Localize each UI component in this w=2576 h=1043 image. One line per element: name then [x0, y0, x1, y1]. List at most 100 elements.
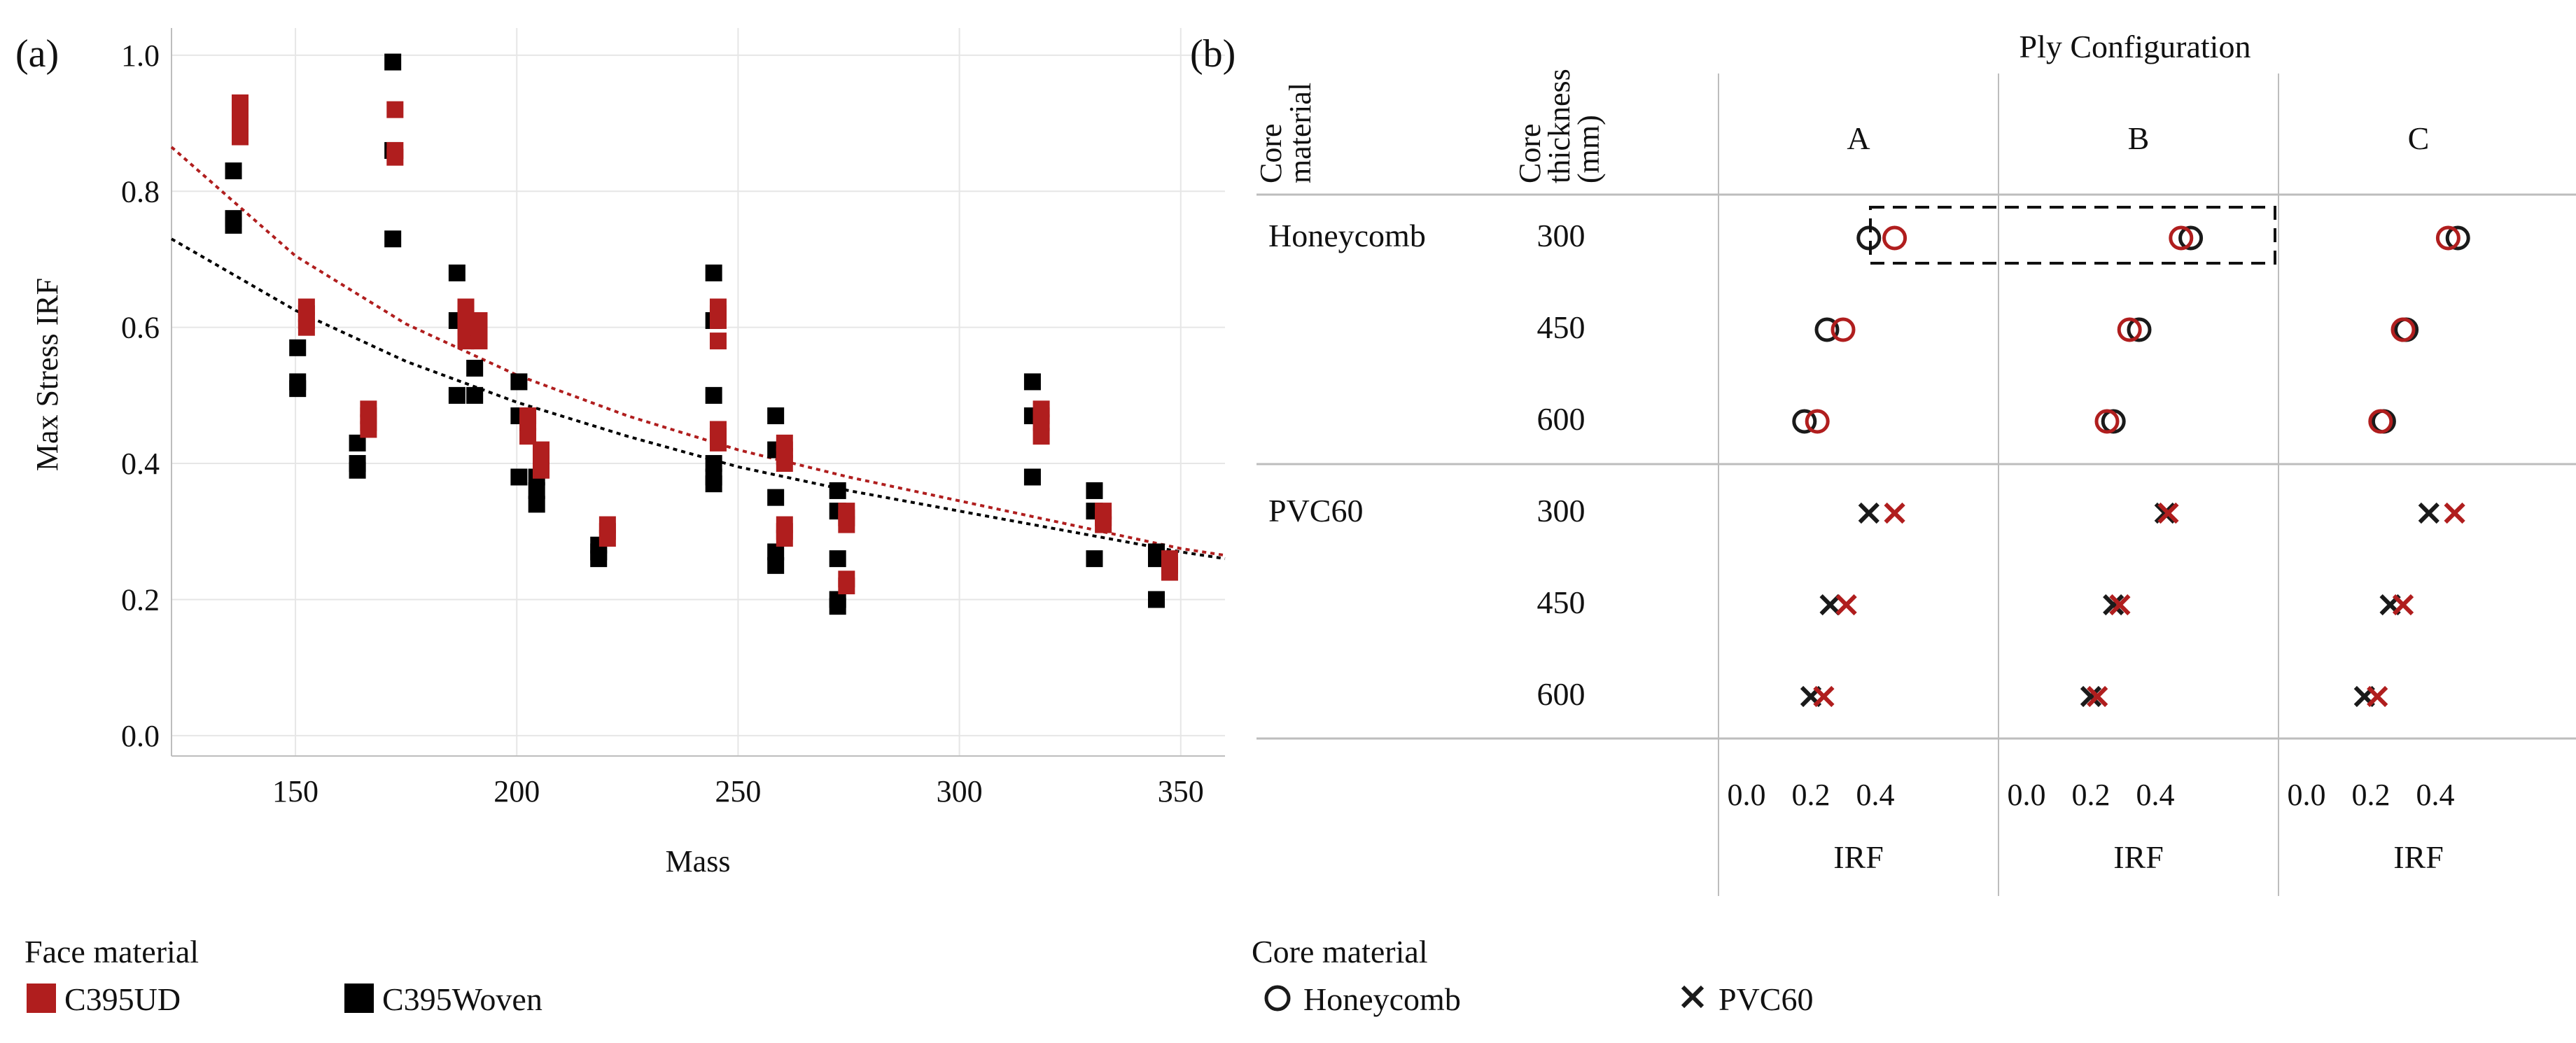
irf-tick-label: 0.4: [1856, 778, 1895, 812]
irf-point-c395ud: [2157, 502, 2179, 524]
data-point-c395woven: [829, 482, 846, 499]
irf-point-c395ud: [2435, 225, 2460, 251]
column-header-a: A: [1847, 120, 1870, 156]
column-header-b: B: [2128, 120, 2150, 156]
data-point-c395woven: [510, 373, 528, 391]
data-point-c395woven: [289, 339, 307, 356]
data-point-c395woven: [829, 550, 846, 568]
x-tick-label: 350: [1158, 774, 1204, 808]
thickness-label: 600: [1537, 401, 1586, 437]
trend-lines: [170, 146, 1226, 561]
y-tick-labels: 0.0 0.2 0.4 0.6 0.8 1.0: [121, 38, 160, 753]
irf-axis-labels: IRF IRF IRF: [1833, 839, 2444, 875]
data-point-c395ud: [709, 298, 727, 316]
data-point-c395woven: [1086, 550, 1103, 568]
irf-point-c395woven: [2178, 225, 2204, 251]
legend-core-title: Core material: [1252, 934, 1428, 969]
irf-axis-label: IRF: [2393, 839, 2444, 875]
irf-tick-labels: 0.0 0.2 0.4 0.0 0.2 0.4 0.0 0.2 0.4: [1728, 778, 2455, 812]
data-point-c395woven: [1023, 468, 1041, 486]
data-point-c395woven: [1147, 591, 1165, 608]
x-tick-label: 150: [272, 774, 318, 808]
legend-label-c395ud: C395UD: [64, 981, 181, 1017]
legend-label-c395woven: C395Woven: [382, 981, 542, 1017]
legend-face-material: Face material C395UD C395Woven: [24, 934, 542, 1017]
irf-point-c395ud: [2094, 409, 2120, 434]
data-point-c395ud: [776, 516, 793, 533]
data-point-c395woven: [767, 407, 785, 425]
data-point-c395ud: [519, 407, 537, 425]
legend-face-title: Face material: [24, 934, 199, 969]
irf-point-c395woven: [2127, 317, 2152, 342]
y-tick-label: 0.4: [121, 447, 160, 481]
irf-point-c395ud: [1884, 502, 1905, 524]
irf-point-c395ud: [2390, 317, 2416, 342]
data-point-c395ud: [386, 141, 404, 159]
data-point-c395ud: [838, 570, 855, 588]
irf-tick-label: 0.4: [2136, 778, 2175, 812]
data-point-c395ud: [360, 400, 377, 418]
data-point-c395woven: [705, 455, 722, 472]
data-point-c395ud: [1032, 400, 1050, 418]
y-tick-label: 0.2: [121, 582, 160, 617]
data-point-c395woven: [705, 386, 722, 404]
irf-point-c395ud: [2169, 225, 2194, 251]
table-gridlines: [1256, 74, 2576, 896]
data-point-c395woven: [466, 386, 484, 404]
irf-point-c395woven: [2154, 502, 2176, 524]
data-point-c395woven: [225, 162, 242, 180]
irf-point-c395ud: [2367, 685, 2388, 708]
irf-tick-label: 0.0: [2288, 778, 2326, 812]
panel-b-chart: (b) Ply Configuration Core material Core…: [1190, 29, 2576, 896]
data-point-c395ud: [470, 312, 488, 329]
data-point-c395ud: [709, 332, 727, 350]
x-tick-label: 200: [493, 774, 540, 808]
column-header-c: C: [2408, 120, 2430, 156]
x-tick-labels: 150 200 250 300 350: [272, 774, 1204, 808]
data-point-c395ud: [838, 503, 855, 520]
irf-data-points: [1792, 225, 2470, 708]
trend-line-c395woven: [171, 237, 1226, 561]
legend-core-material: Core material Honeycomb PVC60: [1252, 934, 1813, 1017]
data-point-c395woven: [384, 53, 402, 71]
trend-line-c395ud: [170, 146, 1226, 557]
irf-point-c395ud: [2444, 502, 2465, 524]
irf-tick-label: 0.0: [1728, 778, 1766, 812]
irf-tick-label: 0.0: [2008, 778, 2046, 812]
row-group-pvc60: PVC60: [1268, 493, 1363, 528]
irf-tick-label: 0.2: [2352, 778, 2390, 812]
data-point-c395woven: [1086, 482, 1103, 499]
legend-x-icon: [1681, 985, 1704, 1009]
x-tick-label: 250: [715, 774, 761, 808]
y-axis-label: Max Stress IRF: [30, 278, 64, 471]
irf-point-c395woven: [1814, 317, 1840, 342]
data-point-c395woven: [225, 210, 242, 227]
legend-swatch-c395ud: [27, 983, 56, 1013]
row-header-core-thickness: Core thickness (mm): [1513, 61, 1606, 183]
irf-point-c395ud: [2392, 594, 2414, 616]
irf-point-c395ud: [2087, 685, 2108, 708]
data-point-c395ud: [709, 421, 727, 438]
y-tick-label: 0.0: [121, 719, 160, 753]
data-point-c395woven: [1023, 373, 1041, 391]
irf-point-c395woven: [1792, 409, 1817, 434]
gridlines: [171, 28, 1225, 757]
data-point-c395ud: [776, 434, 793, 451]
irf-point-c395ud: [1830, 317, 1856, 342]
irf-point-c395woven: [1856, 225, 1882, 251]
irf-point-c395ud: [1835, 594, 1857, 616]
irf-point-c395woven: [2101, 409, 2126, 434]
thickness-label: 600: [1537, 676, 1586, 712]
legend-label-honeycomb: Honeycomb: [1303, 981, 1461, 1017]
data-point-c395woven: [448, 386, 465, 404]
irf-point-c395ud: [2117, 317, 2142, 342]
irf-point-c395ud: [2109, 594, 2131, 616]
irf-point-c395woven: [2445, 225, 2470, 251]
data-point-c395ud: [533, 441, 550, 458]
data-point-c395ud: [1095, 503, 1112, 520]
panel-a-label: (a): [15, 32, 59, 76]
thickness-label: 450: [1537, 309, 1586, 345]
irf-axis-label: IRF: [1833, 839, 1884, 875]
legend-label-pvc60: PVC60: [1718, 981, 1813, 1017]
